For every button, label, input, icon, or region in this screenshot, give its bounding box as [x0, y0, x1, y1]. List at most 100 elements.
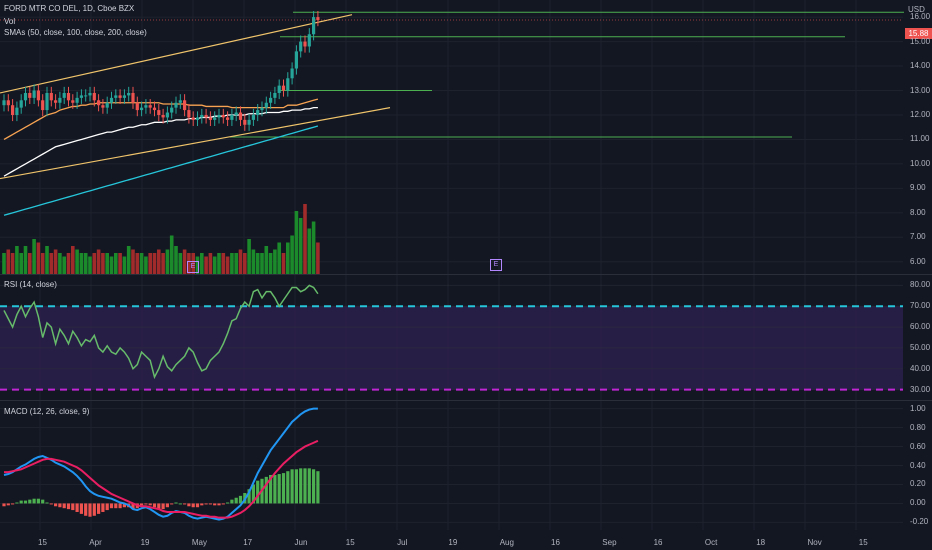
- macd-histogram-bar: [170, 503, 174, 505]
- earnings-event-icon[interactable]: E: [490, 259, 502, 271]
- candle-body: [88, 92, 92, 96]
- volume-bar: [195, 256, 200, 274]
- candle-body: [127, 92, 131, 96]
- last-price-tag: 15.88: [905, 28, 932, 39]
- macd-histogram-bar: [19, 500, 23, 504]
- volume-bar: [281, 253, 286, 274]
- volume-bar: [126, 246, 131, 274]
- x-tick-label: 17: [243, 538, 253, 547]
- y-tick-label: 15.00: [910, 36, 931, 46]
- volume-bar: [187, 253, 191, 274]
- volume-bar: [118, 253, 122, 274]
- volume-bar: [75, 249, 79, 274]
- macd-tick-label: 0.40: [910, 460, 926, 470]
- volume-bar: [264, 246, 269, 274]
- candle-body: [157, 110, 161, 115]
- candle-body: [49, 92, 53, 101]
- y-tick-label: 10.00: [910, 158, 931, 168]
- candle-body: [238, 112, 243, 120]
- candle-body: [84, 95, 88, 97]
- rsi-title[interactable]: RSI (14, close): [4, 280, 57, 289]
- macd-histogram-bar: [247, 489, 251, 504]
- trend-channel-line: [0, 14, 353, 94]
- macd-title[interactable]: MACD (12, 26, close, 9): [4, 407, 90, 416]
- macd-histogram-bar: [251, 484, 255, 504]
- volume-bar: [83, 253, 88, 274]
- macd-histogram-bar: [281, 473, 286, 504]
- macd-histogram-bar: [269, 474, 273, 504]
- x-tick-label: 19: [448, 538, 458, 547]
- candle-body: [316, 17, 320, 21]
- candle-body: [118, 95, 122, 98]
- macd-histogram-bar: [157, 503, 161, 510]
- symbol-title[interactable]: FORD MTR CO DEL, 1D, Cboe BZX: [4, 4, 135, 13]
- candle-body: [15, 107, 19, 115]
- macd-histogram-bar: [41, 499, 45, 504]
- volume-bar: [36, 242, 41, 274]
- macd-histogram-bar: [105, 503, 109, 511]
- pane-separator-macd[interactable]: [0, 400, 932, 401]
- volume-bar: [208, 253, 213, 274]
- volume-bar: [238, 249, 243, 274]
- x-tick-label: Aug: [499, 538, 514, 547]
- macd-histogram-bar: [6, 503, 10, 506]
- macd-histogram-bar: [84, 503, 88, 516]
- candle-body: [195, 117, 200, 120]
- candle-body: [66, 92, 71, 101]
- candle-body: [178, 100, 182, 103]
- x-tick-label: 16: [653, 538, 663, 547]
- currency-label: USD: [908, 5, 925, 14]
- candle-body: [165, 112, 169, 118]
- volume-bar: [105, 253, 109, 274]
- candle-body: [286, 78, 290, 91]
- macd-histogram-bar: [75, 503, 79, 512]
- candle-body: [251, 114, 255, 120]
- volume-bar: [144, 256, 148, 274]
- x-tick-label: Nov: [807, 538, 822, 547]
- candle-body: [269, 97, 273, 103]
- earnings-event-icon[interactable]: E: [187, 261, 199, 273]
- sma-legend[interactable]: SMAs (50, close, 100, close, 200, close): [4, 28, 147, 37]
- candle-body: [234, 112, 238, 115]
- volume-legend[interactable]: Vol: [4, 17, 16, 26]
- macd-histogram-bar: [71, 503, 75, 511]
- x-tick-label: 19: [140, 538, 150, 547]
- pane-separator-rsi[interactable]: [0, 274, 932, 275]
- volume-bar: [58, 253, 62, 274]
- candle-body: [114, 95, 118, 98]
- candle-body: [217, 114, 221, 118]
- candle-body: [62, 92, 66, 98]
- macd-histogram-bar: [118, 503, 122, 509]
- x-tick-label: Jun: [294, 538, 308, 547]
- volume-bar: [79, 253, 84, 274]
- volume-bar: [243, 253, 247, 274]
- volume-bar: [182, 249, 187, 274]
- macd-histogram-bar: [277, 474, 281, 504]
- macd-histogram-bar: [200, 503, 204, 506]
- macd-histogram-bar: [58, 503, 62, 508]
- macd-histogram-bar: [195, 503, 200, 508]
- x-tick-label: Oct: [704, 538, 718, 547]
- macd-histogram-bar: [54, 503, 58, 507]
- volume-bar: [247, 239, 251, 274]
- candle-body: [109, 97, 114, 103]
- y-tick-label: 13.00: [910, 85, 931, 95]
- candle-body: [152, 107, 157, 111]
- macd-histogram-bar: [307, 468, 311, 504]
- macd-histogram-bar: [15, 502, 19, 504]
- macd-histogram-bar: [101, 503, 105, 512]
- volume-bar: [178, 253, 183, 274]
- macd-histogram-bar: [221, 503, 225, 505]
- candle-body: [23, 92, 28, 101]
- volume-bar: [66, 253, 71, 274]
- volume-bar: [109, 256, 114, 274]
- macd-tick-label: 0.60: [910, 441, 926, 451]
- macd-histogram-bar: [88, 503, 92, 517]
- candle-body: [144, 105, 148, 108]
- volume-bar: [10, 253, 15, 274]
- volume-bar: [225, 256, 230, 274]
- macd-histogram-bar: [114, 503, 118, 509]
- candle-body: [36, 90, 40, 101]
- candle-body: [2, 100, 6, 106]
